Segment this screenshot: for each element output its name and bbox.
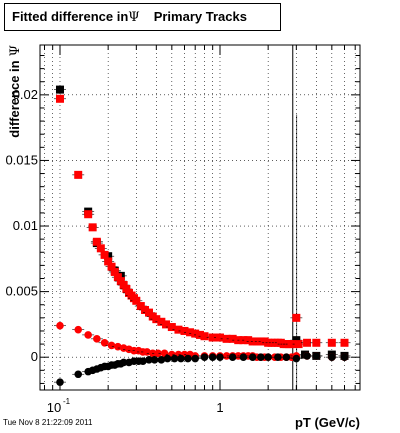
y-tick-label: 0 bbox=[31, 349, 38, 364]
series-2-point bbox=[222, 352, 231, 360]
series-1-point bbox=[228, 334, 237, 343]
series-0-point bbox=[55, 85, 64, 94]
series-2-point bbox=[114, 342, 122, 351]
title-prefix: Fitted difference in bbox=[12, 9, 129, 24]
series-3-point bbox=[257, 353, 265, 362]
plot-frame bbox=[39, 44, 361, 391]
data-marks bbox=[53, 85, 351, 386]
series-3-point bbox=[340, 353, 349, 362]
series-1-point bbox=[152, 315, 161, 324]
series-1-point bbox=[110, 267, 119, 276]
series-3-point bbox=[177, 354, 185, 363]
series-1-point bbox=[196, 330, 204, 339]
series-1-point bbox=[244, 336, 253, 345]
series-1-point bbox=[96, 244, 105, 253]
series-3-point bbox=[328, 353, 336, 362]
series-1-point bbox=[327, 338, 336, 347]
series-1-point bbox=[200, 332, 209, 341]
series-3-point bbox=[264, 353, 272, 362]
series-1-point bbox=[162, 320, 171, 329]
series-3-point bbox=[208, 353, 217, 362]
x-tick-label-exponent: -1 bbox=[63, 397, 71, 406]
series-3-point bbox=[312, 352, 321, 360]
series-1-point bbox=[136, 302, 145, 311]
series-3-point bbox=[303, 352, 311, 360]
series-1-point bbox=[287, 340, 296, 349]
chart-title: Fitted difference inΨ Primary Tracks bbox=[4, 3, 281, 31]
series-1-point bbox=[215, 333, 224, 342]
series-3-point bbox=[228, 353, 237, 362]
series-3-point bbox=[74, 370, 83, 379]
series-1-point bbox=[222, 334, 231, 343]
series-1-point bbox=[74, 170, 83, 179]
series-3-point bbox=[150, 356, 159, 364]
grid bbox=[40, 45, 360, 390]
series-1-point bbox=[167, 323, 176, 332]
series-3-point bbox=[292, 354, 301, 363]
series-1-point bbox=[312, 338, 321, 347]
series-3-point bbox=[157, 356, 166, 364]
series-1-point bbox=[88, 223, 97, 232]
timestamp: Tue Nov 8 21:22:09 2011 bbox=[3, 418, 93, 427]
y-tick-label: 0.015 bbox=[5, 152, 38, 167]
series-1-point bbox=[174, 325, 183, 334]
series-1-point bbox=[157, 317, 166, 326]
y-axis-title: difference in Ψ bbox=[7, 45, 23, 138]
series-2-point bbox=[100, 338, 109, 347]
title-psi-symbol: Ψ bbox=[128, 10, 140, 25]
series-1-point bbox=[292, 313, 301, 322]
series-1-point bbox=[294, 340, 303, 349]
y-axis-title-prefix: difference in bbox=[7, 60, 22, 137]
series-1-point bbox=[180, 326, 189, 335]
series-3-point bbox=[170, 354, 179, 363]
series-1-point bbox=[303, 338, 312, 347]
series-3-point bbox=[216, 353, 224, 362]
x-axis-title: pT (GeV/c) bbox=[295, 415, 360, 430]
series-1-point bbox=[92, 237, 101, 246]
y-axis-title-psi-symbol: Ψ bbox=[8, 45, 23, 56]
series-3-point bbox=[239, 353, 248, 362]
series-1-point bbox=[55, 94, 64, 103]
y-tick-label: 0.02 bbox=[13, 87, 38, 102]
series-1-point bbox=[208, 333, 217, 342]
series-3-point bbox=[184, 354, 192, 363]
series-2-point bbox=[56, 321, 64, 330]
series-3-point bbox=[191, 354, 200, 363]
y-tick-label: 0.01 bbox=[13, 218, 38, 233]
series-1-point bbox=[340, 338, 349, 347]
y-tick-label: 0.005 bbox=[5, 284, 38, 299]
series-3-point bbox=[274, 353, 282, 362]
series-3-point bbox=[139, 357, 147, 365]
series-3-point bbox=[200, 353, 209, 362]
series-2-point bbox=[74, 325, 83, 334]
axis-labels: pT (GeV/c) difference in Ψ 0 0.005 0.01 0.01… bbox=[5, 45, 360, 430]
series-1-point bbox=[100, 250, 109, 259]
axis-ticks bbox=[40, 45, 360, 390]
series-1-point bbox=[107, 262, 116, 271]
series-1-point bbox=[104, 257, 113, 266]
series-3-point bbox=[282, 353, 291, 362]
title-suffix: Primary Tracks bbox=[153, 9, 247, 24]
series-2-point bbox=[84, 331, 92, 339]
series-2-point bbox=[154, 349, 162, 358]
series-3-point bbox=[163, 354, 172, 363]
x-tick-label: 10 bbox=[47, 400, 61, 415]
series-1-point bbox=[186, 328, 195, 337]
series-2-point bbox=[143, 348, 151, 356]
series-1-point bbox=[191, 329, 200, 338]
series-1-point bbox=[84, 210, 93, 219]
series-3-point bbox=[248, 353, 257, 362]
series-1-point bbox=[132, 296, 141, 305]
x-tick-label: 1 bbox=[216, 400, 223, 415]
series-2-point bbox=[107, 341, 116, 350]
series-2-point bbox=[93, 335, 101, 343]
